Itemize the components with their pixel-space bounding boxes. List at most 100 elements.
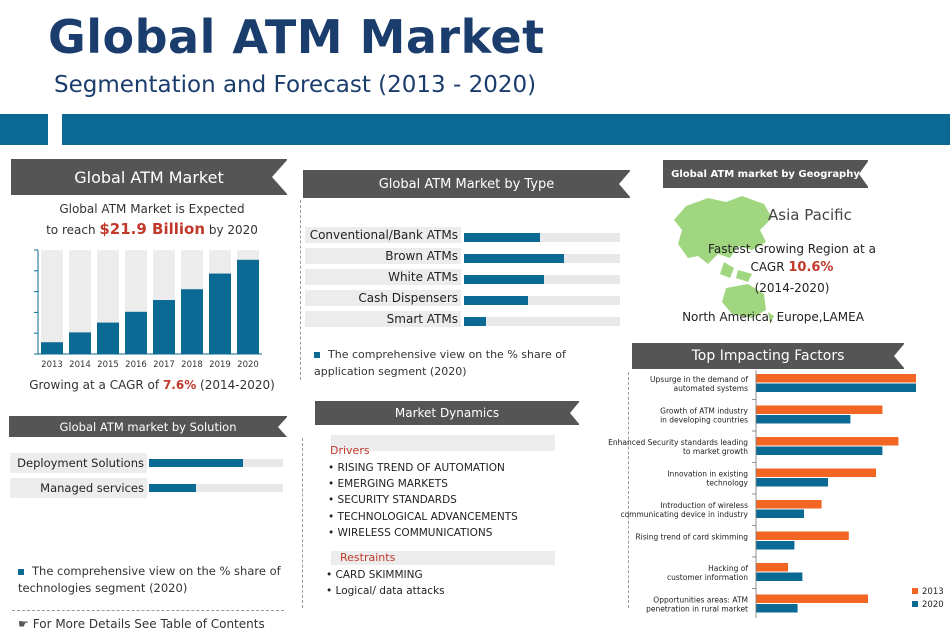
label-background bbox=[305, 269, 461, 285]
geo-line1: Fastest Growing Region at a bbox=[708, 242, 876, 256]
market-line1: Global ATM Market is Expected bbox=[59, 202, 245, 216]
solution-note-text: The comprehensive view on the % share of… bbox=[18, 564, 281, 595]
legend-label: 2013 bbox=[922, 587, 944, 597]
bar bbox=[153, 300, 175, 354]
restraints-list: • CARD SKIMMING • Logical/ data attacks bbox=[326, 567, 445, 599]
list-item-text: Logical/ data attacks bbox=[335, 585, 445, 597]
bar bbox=[756, 531, 849, 540]
list-item: • EMERGING MARKETS bbox=[328, 476, 518, 492]
category-label: to market growth bbox=[683, 447, 748, 456]
bullet-icon: • bbox=[328, 478, 338, 491]
divider-vertical bbox=[302, 438, 303, 608]
bullet-icon: • bbox=[326, 585, 336, 597]
dynamics-heading-text: Market Dynamics bbox=[394, 406, 500, 420]
bar bbox=[756, 415, 851, 424]
list-item-text: WIRELESS COMMUNICATIONS bbox=[337, 526, 493, 539]
bar-background bbox=[69, 250, 91, 354]
category-label: Rising trend of card skimming bbox=[635, 533, 748, 542]
divider bbox=[12, 610, 284, 611]
label-background bbox=[10, 478, 147, 498]
bar-track bbox=[464, 296, 620, 305]
category-label: automated systems bbox=[673, 384, 748, 393]
growth-post: (2014-2020) bbox=[196, 378, 275, 392]
geo-region: Asia Pacific bbox=[768, 206, 852, 224]
factors-heading: Top Impacting Factors bbox=[632, 343, 905, 369]
factors-heading-text: Top Impacting Factors bbox=[691, 348, 845, 364]
geo-cagr: CAGR 10.6% bbox=[706, 260, 878, 275]
category-label: Conventional/Bank ATMs bbox=[309, 228, 458, 242]
legend-swatch bbox=[912, 588, 918, 594]
bar bbox=[464, 254, 564, 263]
geo-period: (2014-2020) bbox=[754, 281, 830, 295]
category-label: Growth of ATM industry bbox=[660, 407, 748, 416]
market-reach-text: to reach $21.9 Billion by 2020 bbox=[12, 220, 292, 238]
geo-heading-text: Global ATM market by Geography bbox=[671, 168, 860, 180]
market-heading-text: Global ATM Market bbox=[74, 167, 224, 187]
bar bbox=[756, 383, 916, 392]
bar bbox=[756, 541, 795, 550]
solution-heading-text: Global ATM market by Solution bbox=[59, 419, 237, 434]
solution-bar-chart: Deployment Solutions Managed services bbox=[10, 452, 286, 502]
x-tick-label: 2019 bbox=[209, 360, 231, 370]
category-label: White ATMs bbox=[388, 270, 458, 284]
bar bbox=[464, 317, 486, 326]
bar bbox=[756, 446, 883, 455]
bar bbox=[149, 484, 196, 492]
geo-others: North America, Europe,LAMEA bbox=[682, 310, 864, 324]
bullet-icon: • bbox=[328, 494, 338, 507]
market-line2-post: by 2020 bbox=[205, 223, 258, 237]
restraints-band bbox=[331, 551, 555, 565]
bar bbox=[149, 459, 243, 467]
label-background bbox=[305, 227, 461, 243]
market-heading: Global ATM Market bbox=[11, 159, 288, 195]
category-label: Enhanced Security standards leading bbox=[608, 438, 748, 447]
bar-track bbox=[149, 484, 283, 492]
category-label: Smart ATMs bbox=[386, 312, 458, 326]
divider-vertical bbox=[300, 200, 301, 380]
list-item-text: EMERGING MARKETS bbox=[337, 478, 448, 491]
list-item: • SECURITY STANDARDS bbox=[328, 492, 518, 508]
bar bbox=[464, 275, 544, 284]
bullet-icon bbox=[18, 568, 24, 575]
category-label: Cash Dispensers bbox=[358, 291, 458, 305]
category-label: Opportunities areas: ATM bbox=[653, 596, 748, 605]
category-label: penetration in rural market bbox=[646, 605, 748, 614]
bullet-icon bbox=[314, 352, 320, 358]
geo-cagr-label: CAGR bbox=[750, 260, 789, 274]
bar bbox=[464, 233, 541, 242]
category-label: technology bbox=[706, 479, 748, 488]
geo-cagr-value: 10.6% bbox=[788, 260, 834, 275]
legend-label: 2020 bbox=[922, 600, 944, 610]
growth-value: 7.6% bbox=[162, 378, 197, 392]
page-title: Global ATM Market bbox=[48, 10, 545, 64]
list-item: • Logical/ data attacks bbox=[326, 583, 445, 599]
header-band-left bbox=[0, 114, 48, 145]
market-line2-pre: to reach bbox=[46, 223, 100, 237]
x-tick-label: 2015 bbox=[97, 360, 119, 370]
bar bbox=[69, 332, 91, 354]
bar bbox=[756, 594, 868, 603]
bullet-icon: • bbox=[328, 526, 338, 539]
list-item: • TECHNOLOGICAL ADVANCEMENTS bbox=[328, 509, 518, 525]
bar bbox=[237, 259, 259, 354]
legend-swatch bbox=[912, 601, 918, 607]
bar bbox=[756, 437, 899, 446]
bar bbox=[209, 273, 231, 354]
geo-heading: Global ATM market by Geography bbox=[663, 160, 869, 188]
pointing-hand-icon: ☛ bbox=[18, 617, 29, 631]
category-label: customer information bbox=[667, 573, 748, 582]
x-tick-label: 2013 bbox=[41, 360, 63, 370]
bar bbox=[125, 311, 147, 354]
bar bbox=[464, 296, 528, 305]
x-tick-label: 2018 bbox=[181, 360, 203, 370]
drivers-band bbox=[331, 435, 555, 451]
list-item-text: RISING TREND OF AUTOMATION bbox=[337, 462, 505, 474]
market-expected-text: Global ATM Market is Expected bbox=[12, 202, 292, 216]
market-value: $21.9 Billion bbox=[99, 220, 206, 238]
list-item-text: TECHNOLOGICAL ADVANCEMENTS bbox=[337, 510, 518, 523]
bar bbox=[756, 604, 798, 613]
category-label: Upsurge in the demand of bbox=[650, 375, 748, 384]
footer-link[interactable]: ☛ For More Details See Table of Contents bbox=[18, 617, 265, 631]
dynamics-heading: Market Dynamics bbox=[315, 401, 580, 425]
x-tick-label: 2017 bbox=[153, 360, 175, 370]
